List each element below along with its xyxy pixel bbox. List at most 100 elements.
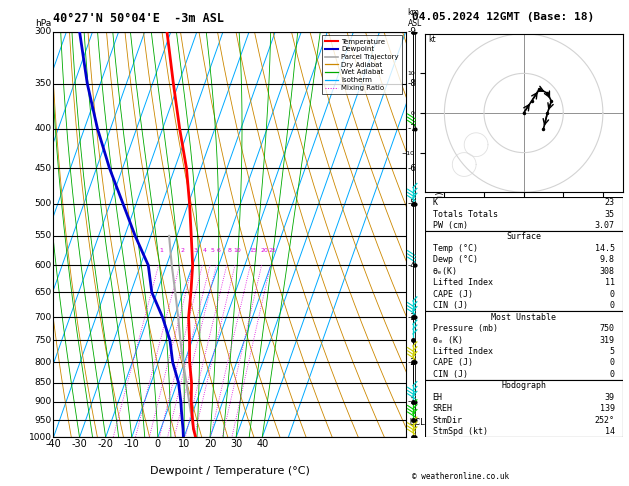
Text: 39: 39 (605, 393, 615, 402)
Text: -3: -3 (428, 209, 437, 219)
Text: 900: 900 (35, 398, 52, 406)
Text: -1: -1 (428, 149, 437, 158)
Text: 700: 700 (35, 312, 52, 322)
Text: 5: 5 (610, 347, 615, 356)
Text: 4: 4 (203, 248, 207, 253)
Text: 6: 6 (217, 248, 221, 253)
Text: 25: 25 (269, 248, 277, 253)
Text: km
ASL: km ASL (408, 8, 421, 28)
Text: -40: -40 (45, 439, 62, 450)
FancyBboxPatch shape (425, 380, 623, 437)
Text: 0: 0 (155, 439, 161, 450)
Text: Dewp (°C): Dewp (°C) (433, 255, 477, 264)
Text: 10: 10 (233, 248, 242, 253)
Text: hPa: hPa (35, 18, 52, 28)
Text: 400: 400 (35, 124, 52, 133)
Text: -20: -20 (97, 439, 114, 450)
Text: SREH: SREH (433, 404, 452, 413)
Text: Dewpoint / Temperature (°C): Dewpoint / Temperature (°C) (150, 466, 309, 476)
Text: 3: 3 (193, 248, 198, 253)
FancyBboxPatch shape (425, 231, 623, 312)
Text: -4: -4 (428, 238, 437, 247)
Text: 9.8: 9.8 (600, 255, 615, 264)
Text: 750: 750 (600, 324, 615, 333)
Text: -5: -5 (428, 271, 437, 279)
Text: 0: 0 (610, 370, 615, 379)
Text: 950: 950 (35, 416, 52, 425)
Text: LCL: LCL (408, 418, 425, 428)
Text: Lifted Index: Lifted Index (433, 347, 493, 356)
Text: -7: -7 (408, 124, 416, 133)
Text: 30: 30 (230, 439, 242, 450)
Text: 15: 15 (249, 248, 257, 253)
Text: 2: 2 (181, 248, 184, 253)
Text: 0: 0 (610, 359, 615, 367)
Text: Most Unstable: Most Unstable (491, 312, 556, 322)
Text: θₑ(K): θₑ(K) (433, 267, 457, 276)
Text: 850: 850 (35, 378, 52, 387)
Text: 20: 20 (204, 439, 216, 450)
Text: 139: 139 (600, 404, 615, 413)
Text: StmSpd (kt): StmSpd (kt) (433, 427, 487, 436)
Text: 14.5: 14.5 (595, 244, 615, 253)
Text: -30: -30 (72, 439, 87, 450)
Text: 252°: 252° (595, 416, 615, 425)
Text: -6: -6 (408, 164, 416, 173)
Text: Hodograph: Hodograph (501, 382, 546, 390)
Text: -5: -5 (408, 199, 416, 208)
Text: -10: -10 (124, 439, 140, 450)
Text: -4: -4 (408, 260, 416, 270)
Text: -3: -3 (408, 312, 416, 322)
Text: Mixing Ratio (g/kg): Mixing Ratio (g/kg) (437, 191, 445, 278)
Text: 650: 650 (35, 288, 52, 296)
Text: Totals Totals: Totals Totals (433, 209, 498, 219)
Text: 319: 319 (600, 335, 615, 345)
Text: Pressure (mb): Pressure (mb) (433, 324, 498, 333)
Text: CAPE (J): CAPE (J) (433, 359, 472, 367)
Text: EH: EH (433, 393, 442, 402)
Text: CAPE (J): CAPE (J) (433, 290, 472, 299)
Text: -8: -8 (408, 79, 416, 88)
Text: θₑ (K): θₑ (K) (433, 335, 462, 345)
Text: 11: 11 (605, 278, 615, 287)
Text: 500: 500 (35, 199, 52, 208)
Text: 23: 23 (605, 198, 615, 207)
Text: 35: 35 (605, 209, 615, 219)
FancyBboxPatch shape (425, 197, 623, 231)
Text: -2: -2 (428, 177, 437, 186)
Text: 0: 0 (610, 290, 615, 299)
Text: -2: -2 (408, 358, 416, 367)
Text: CIN (J): CIN (J) (433, 370, 467, 379)
Text: 8: 8 (227, 248, 231, 253)
Text: 40: 40 (256, 439, 269, 450)
Text: 550: 550 (35, 231, 52, 241)
Text: 1: 1 (159, 248, 164, 253)
Text: K: K (433, 198, 438, 207)
Text: © weatheronline.co.uk: © weatheronline.co.uk (412, 472, 509, 481)
Text: CIN (J): CIN (J) (433, 301, 467, 310)
Text: 308: 308 (600, 267, 615, 276)
Text: 3.07: 3.07 (595, 221, 615, 230)
Text: Lifted Index: Lifted Index (433, 278, 493, 287)
Text: 450: 450 (35, 164, 52, 173)
Text: 750: 750 (35, 336, 52, 345)
Text: 1000: 1000 (29, 433, 52, 442)
Text: -9: -9 (408, 27, 416, 36)
Legend: Temperature, Dewpoint, Parcel Trajectory, Dry Adiabat, Wet Adiabat, Isotherm, Mi: Temperature, Dewpoint, Parcel Trajectory… (321, 35, 402, 94)
Text: 04.05.2024 12GMT (Base: 18): 04.05.2024 12GMT (Base: 18) (412, 12, 594, 22)
Text: -1: -1 (408, 398, 416, 406)
Text: Temp (°C): Temp (°C) (433, 244, 477, 253)
Text: 10: 10 (178, 439, 190, 450)
Text: 20: 20 (260, 248, 268, 253)
Text: 40°27'N 50°04'E  -3m ASL: 40°27'N 50°04'E -3m ASL (53, 12, 225, 25)
Text: 14: 14 (605, 427, 615, 436)
Text: Surface: Surface (506, 232, 541, 242)
Text: 350: 350 (35, 79, 52, 88)
Text: StmDir: StmDir (433, 416, 462, 425)
Text: 800: 800 (35, 358, 52, 367)
Text: 0: 0 (610, 301, 615, 310)
Text: 5: 5 (211, 248, 214, 253)
FancyBboxPatch shape (425, 312, 623, 380)
Text: 600: 600 (35, 260, 52, 270)
Text: PW (cm): PW (cm) (433, 221, 467, 230)
